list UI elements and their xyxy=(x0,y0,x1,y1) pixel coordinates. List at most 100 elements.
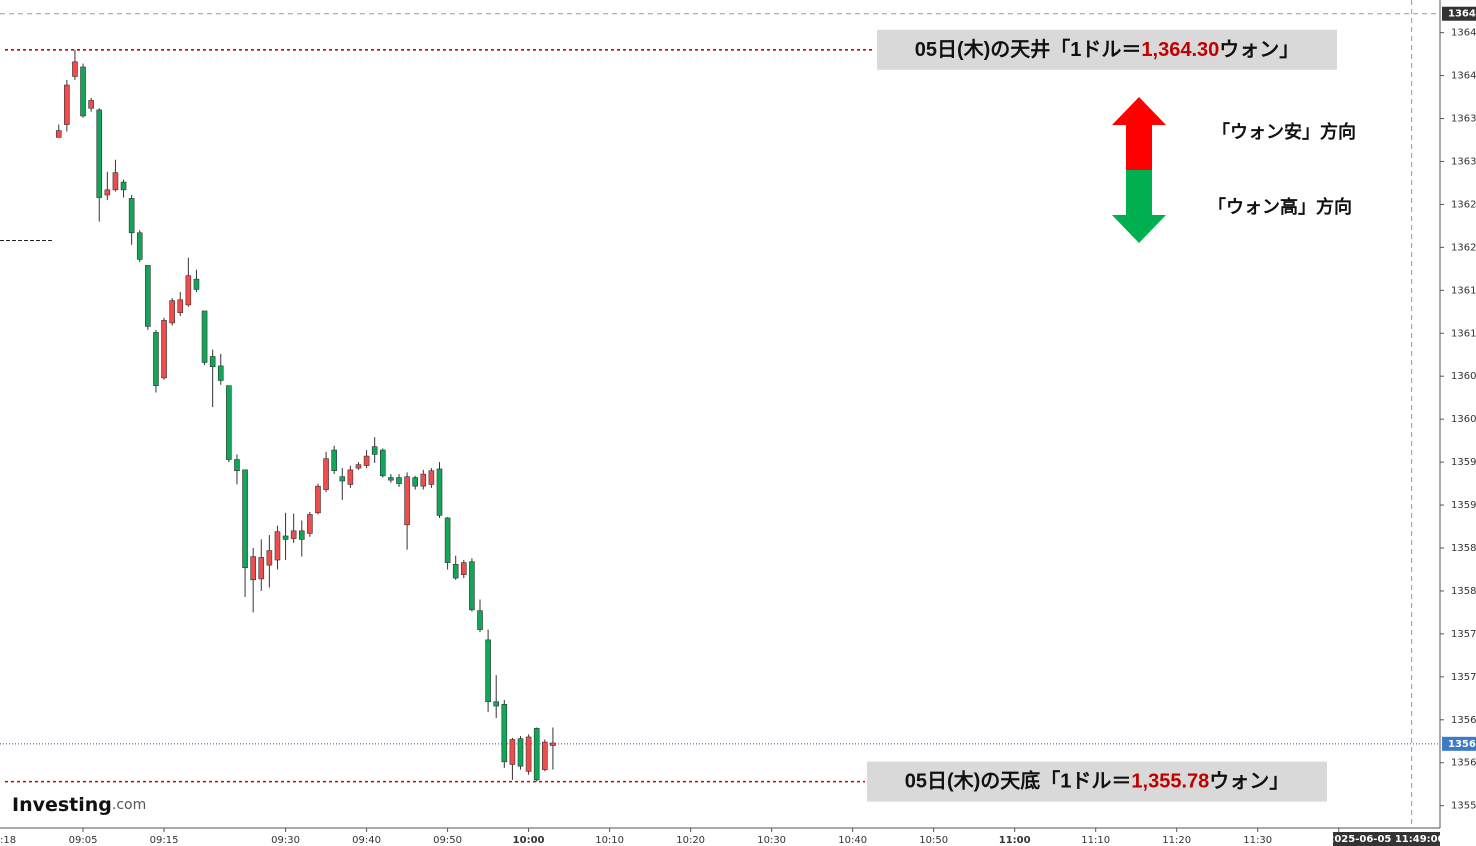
candle-body xyxy=(452,564,459,579)
candle-body xyxy=(477,610,483,630)
annotation-suffix: ウォン」 xyxy=(1219,38,1299,61)
last-price-label: 1356. xyxy=(1448,739,1476,750)
crosshair-y-box xyxy=(1442,6,1476,21)
candle-body xyxy=(347,469,354,485)
candle-body xyxy=(177,299,184,313)
candle-body xyxy=(88,100,94,109)
candle-body xyxy=(145,265,151,327)
candle-body xyxy=(509,739,516,765)
annotation-prefix: 05日(木)の天井「1ドル＝ xyxy=(915,37,1142,61)
candle-body xyxy=(209,356,216,368)
candle-body xyxy=(485,639,491,703)
candle-body xyxy=(217,365,224,381)
candle-body xyxy=(161,320,167,379)
candle-body xyxy=(55,130,62,138)
candle-body xyxy=(323,458,329,490)
candle-body xyxy=(315,485,321,514)
last-price-box xyxy=(1442,736,1476,751)
annotation-box xyxy=(877,29,1337,70)
crosshair-y-label: 1364 xyxy=(1448,9,1476,20)
candle-body xyxy=(355,464,362,469)
candle-body xyxy=(550,742,556,746)
y-tick-label: 1359. xyxy=(1451,500,1476,511)
candle-body xyxy=(72,61,78,77)
annotation-value: 1,355.78 xyxy=(1131,771,1209,793)
candle-body xyxy=(193,278,200,290)
x-tick-label: 11:00 xyxy=(999,835,1031,846)
candle-body xyxy=(185,275,192,306)
x-tick-label: 10:50 xyxy=(919,835,948,846)
x-tick-label: 10:30 xyxy=(757,835,786,846)
candle-body xyxy=(428,470,435,485)
candle-body xyxy=(234,459,240,471)
x-tick-label: 10:10 xyxy=(595,835,624,846)
annotation-box xyxy=(867,761,1327,802)
direction-label: 「ウォン安」方向 xyxy=(1212,121,1356,143)
candle-body xyxy=(298,530,305,540)
x-tick-label: 09:40 xyxy=(352,835,381,846)
y-tick-label: 1359. xyxy=(1451,457,1476,468)
y-tick-label: 1364. xyxy=(1451,71,1476,82)
candle-body xyxy=(444,517,451,563)
candle-body xyxy=(493,701,500,707)
candle-body xyxy=(371,446,378,455)
direction-label: 「ウォン高」方向 xyxy=(1208,196,1352,218)
y-tick-label: 1360. xyxy=(1451,371,1476,382)
candle-body xyxy=(412,477,418,487)
candle-body xyxy=(339,476,346,482)
x-tick-label: 09:05 xyxy=(69,835,98,846)
y-tick-label: 1362. xyxy=(1451,199,1476,210)
candle-body xyxy=(542,741,548,770)
candle-body xyxy=(420,473,427,487)
x-tick-label: 11:20 xyxy=(1162,835,1191,846)
y-tick-label: 1357. xyxy=(1451,672,1476,683)
candle-body xyxy=(80,66,86,117)
candle-body xyxy=(201,310,208,363)
logo-brand: Investing xyxy=(12,794,112,816)
candle-body xyxy=(307,514,313,534)
y-tick-label: 1360. xyxy=(1451,414,1476,425)
x-tick-label: 09:50 xyxy=(433,835,462,846)
candle-body xyxy=(404,476,410,526)
candle-body xyxy=(112,172,119,191)
y-tick-label: 1361. xyxy=(1451,328,1476,339)
x-tick-label: 09:15 xyxy=(150,835,179,846)
candle-body xyxy=(258,557,265,580)
candle-body xyxy=(266,550,273,566)
candle-body xyxy=(169,300,175,324)
candle-body xyxy=(282,535,289,540)
candle-body xyxy=(242,469,248,569)
y-tick-label: 1361. xyxy=(1451,285,1476,296)
candle-body xyxy=(226,385,232,460)
candle-body xyxy=(533,728,540,781)
crosshair-x-box xyxy=(1333,832,1440,846)
candle-body xyxy=(153,332,159,386)
annotation-value: 1,364.30 xyxy=(1141,39,1219,61)
y-tick-label: 1357. xyxy=(1451,629,1476,640)
x-tick-label: 09:30 xyxy=(271,835,300,846)
x-tick-label: 10:00 xyxy=(513,835,545,846)
y-tick-label: 1358. xyxy=(1451,586,1476,597)
y-tick-label: 1358. xyxy=(1451,543,1476,554)
candle-body xyxy=(436,468,443,516)
candle-body xyxy=(274,531,281,561)
candle-body xyxy=(104,189,111,196)
y-tick-label: 1363. xyxy=(1451,156,1476,167)
y-tick-label: 1363. xyxy=(1451,114,1476,125)
candle-body xyxy=(290,530,297,539)
candle-body xyxy=(379,449,386,477)
logo-suffix: .com xyxy=(112,797,146,813)
logo: Investing.com xyxy=(12,794,146,816)
candle-body xyxy=(250,556,256,581)
x-tick-label: 11:30 xyxy=(1243,835,1272,846)
y-tick-label: 1362. xyxy=(1451,242,1476,253)
y-tick-label: 1356. xyxy=(1451,758,1476,769)
y-tick-label: 1355. xyxy=(1451,801,1476,812)
candle-body xyxy=(525,736,532,772)
up-arrow xyxy=(1112,97,1166,170)
y-tick-label: 1356. xyxy=(1451,715,1476,726)
candle-body xyxy=(396,477,402,484)
candle-body xyxy=(136,232,143,260)
